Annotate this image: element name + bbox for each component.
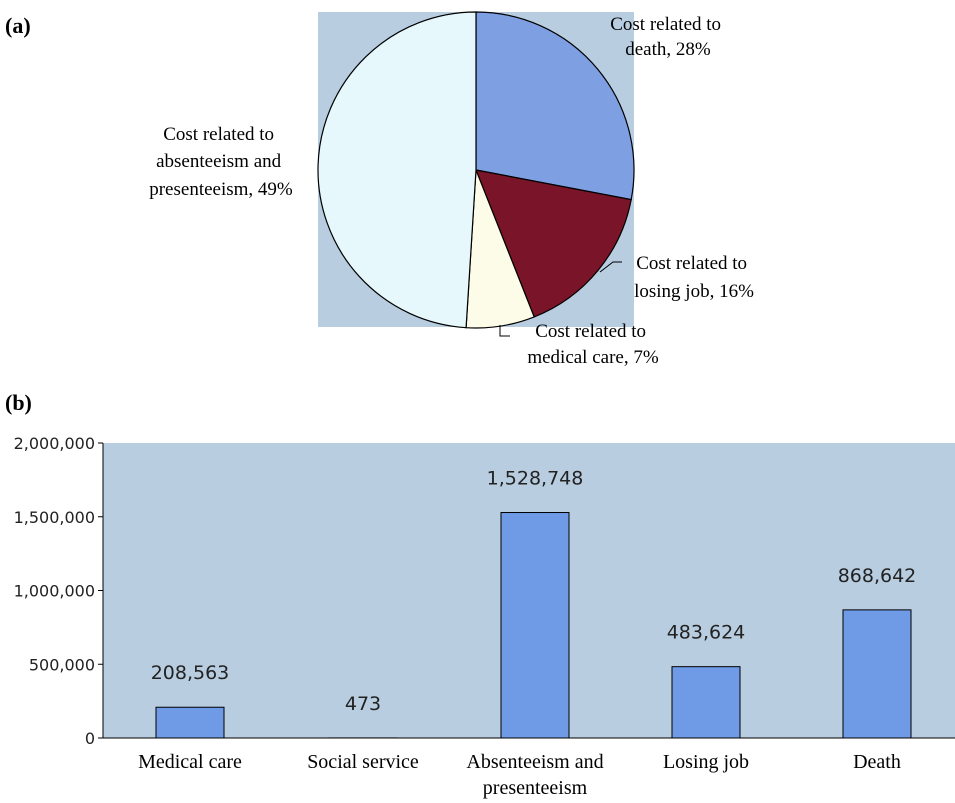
y-tick-label: 500,000 — [29, 655, 95, 674]
x-category-label: Medical care — [138, 751, 242, 773]
bar-chart: 0 500,000 1,000,000 1,500,000 2,000,000 208,… — [14, 434, 955, 799]
pie-label-absenteeism: Cost related to absenteeism and presente… — [149, 124, 293, 200]
bar-value-label: 473 — [345, 693, 381, 715]
leader-line-losing-job — [599, 261, 622, 273]
bar — [842, 609, 912, 739]
bar-value-label: 868,642 — [838, 565, 917, 587]
panel-b-label: (b) — [5, 390, 32, 415]
bar-value-label: 1,528,748 — [487, 468, 584, 490]
pie-slice-losing-job — [475, 169, 632, 318]
pie-label-losing-job: Cost related to losing job, 16% — [634, 253, 754, 302]
bar — [155, 706, 225, 739]
pie-slice-absenteeism — [317, 11, 477, 329]
y-tick-label: 1,000,000 — [14, 582, 95, 601]
pie-slice-death — [475, 11, 635, 201]
x-category-label: Losing job — [663, 751, 749, 773]
bar-value-label: 208,563 — [151, 662, 230, 684]
x-category-label: Social service — [307, 751, 419, 773]
x-category-label: Death — [853, 751, 901, 773]
bar — [500, 512, 570, 739]
x-category-label: Absenteeism and presenteeism — [466, 751, 603, 799]
bar-value-label: 483,624 — [667, 622, 746, 644]
pie-chart: Cost related to death, 28% Cost related … — [149, 11, 754, 368]
y-tick-label: 1,500,000 — [14, 508, 95, 527]
y-tick-label: 0 — [85, 729, 95, 748]
bar — [671, 666, 741, 739]
panel-a-label: (a) — [5, 13, 31, 38]
leader-line-medical-care — [499, 325, 510, 337]
y-tick-label: 2,000,000 — [14, 434, 95, 453]
pie-label-death: Cost related to death, 28% — [610, 14, 726, 60]
pie-label-medical-care: Cost related to medical care, 7% — [527, 321, 659, 368]
